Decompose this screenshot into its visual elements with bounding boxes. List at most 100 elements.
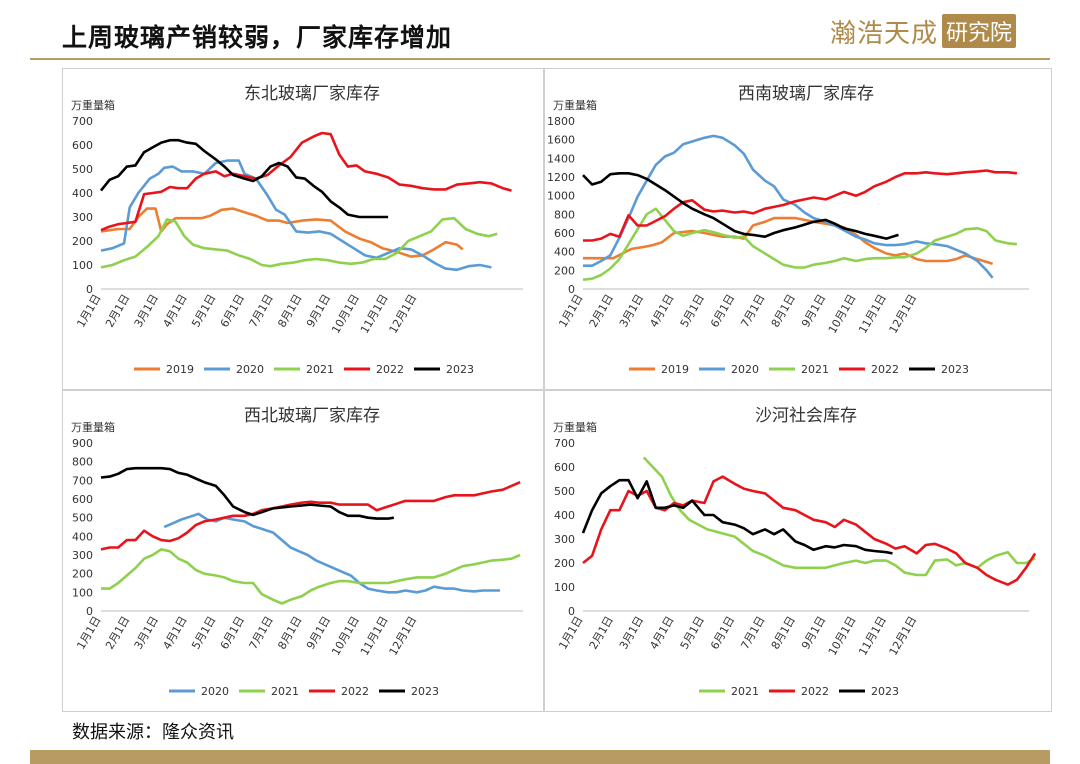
series-line-2021 xyxy=(642,456,1036,577)
y-tick-label: 700 xyxy=(554,437,575,450)
x-tick-label: 1月1日 xyxy=(74,614,103,652)
x-tick-label: 3月1日 xyxy=(132,292,161,330)
y-tick-label: 400 xyxy=(72,530,93,543)
x-tick-label: 12月1日 xyxy=(387,614,420,658)
x-tick-label: 5月1日 xyxy=(189,292,218,330)
x-tick-label: 8月1日 xyxy=(769,292,798,330)
legend-label-2021: 2021 xyxy=(731,685,759,698)
x-tick-label: 4月1日 xyxy=(647,292,676,330)
legend-label-2022: 2022 xyxy=(376,363,404,376)
y-tick-label: 600 xyxy=(554,461,575,474)
x-tick-label: 6月1日 xyxy=(218,614,247,652)
y-tick-label: 200 xyxy=(554,557,575,570)
y-tick-label: 0 xyxy=(568,283,575,296)
series-line-2019 xyxy=(583,216,993,266)
legend-label-2022: 2022 xyxy=(341,685,369,698)
y-unit-label: 万重量箱 xyxy=(71,98,115,112)
y-unit-label: 万重量箱 xyxy=(71,420,115,434)
y-tick-label: 600 xyxy=(554,227,575,240)
legend-label-2023: 2023 xyxy=(871,685,899,698)
x-tick-label: 4月1日 xyxy=(647,614,676,652)
series-line-2020 xyxy=(100,159,492,272)
y-tick-label: 300 xyxy=(72,549,93,562)
y-tick-label: 100 xyxy=(72,586,93,599)
y-tick-label: 200 xyxy=(72,568,93,581)
y-tick-label: 500 xyxy=(72,512,93,525)
footer-bar xyxy=(30,750,1050,764)
legend-label-2023: 2023 xyxy=(941,363,969,376)
page-title: 上周玻璃产销较弱，厂家库存增加 xyxy=(62,23,453,52)
x-tick-label: 6月1日 xyxy=(218,292,247,330)
legend-label-2021: 2021 xyxy=(306,363,334,376)
x-tick-label: 12月1日 xyxy=(887,292,920,336)
y-tick-label: 100 xyxy=(554,581,575,594)
chart-panel-shahe: 沙河社会库存 万重量箱 0 100 200 300 400 500 600 700 1月1日 2月1日… xyxy=(544,390,1052,712)
x-tick-label: 7月1日 xyxy=(738,292,767,330)
x-tick-label: 1月1日 xyxy=(74,292,103,330)
x-tick-label: 9月1日 xyxy=(304,614,333,652)
y-tick-label: 1800 xyxy=(547,115,575,128)
y-unit-label: 万重量箱 xyxy=(553,420,597,434)
chart-panel-southwest: 西南玻璃厂家库存 万重量箱 0 200 400 600 800 1000 1200 1400 160… xyxy=(544,68,1052,390)
chart-panel-northeast: 东北玻璃厂家库存 万重量箱 0 100 200 300 400 500 600 700 1月1日 2月… xyxy=(62,68,544,390)
y-tick-label: 1400 xyxy=(547,152,575,165)
legend-label-2020: 2020 xyxy=(731,363,759,376)
legend-label-2023: 2023 xyxy=(446,363,474,376)
x-tick-label: 3月1日 xyxy=(617,292,646,330)
y-tick-label: 700 xyxy=(72,115,93,128)
chart-title: 沙河社会库存 xyxy=(755,406,857,426)
y-tick-label: 1200 xyxy=(547,171,575,184)
x-tick-label: 6月1日 xyxy=(708,614,737,652)
x-tick-label: 6月1日 xyxy=(708,292,737,330)
y-tick-label: 800 xyxy=(554,208,575,221)
x-tick-label: 7月1日 xyxy=(247,614,276,652)
y-tick-label: 700 xyxy=(72,474,93,487)
header-divider xyxy=(30,58,1050,60)
x-tick-label: 8月1日 xyxy=(275,292,304,330)
series-line-2021 xyxy=(582,207,1018,281)
y-tick-label: 400 xyxy=(554,509,575,522)
x-tick-label: 9月1日 xyxy=(304,292,333,330)
y-tick-label: 600 xyxy=(72,493,93,506)
chart-title: 东北玻璃厂家库存 xyxy=(244,84,380,104)
x-tick-label: 3月1日 xyxy=(617,614,646,652)
x-tick-label: 10月1日 xyxy=(826,614,859,658)
series-line-2023 xyxy=(581,478,893,555)
y-tick-label: 400 xyxy=(72,187,93,200)
legend-label-2019: 2019 xyxy=(166,363,194,376)
y-tick-label: 600 xyxy=(72,139,93,152)
x-tick-label: 9月1日 xyxy=(799,292,828,330)
x-tick-label: 3月1日 xyxy=(132,614,161,652)
y-tick-label: 1000 xyxy=(547,190,575,203)
x-tick-label: 4月1日 xyxy=(160,614,189,652)
series-line-2021 xyxy=(101,548,521,605)
x-tick-label: 5月1日 xyxy=(678,292,707,330)
y-tick-label: 400 xyxy=(554,246,575,259)
series-line-2020 xyxy=(163,512,500,594)
x-tick-label: 2月1日 xyxy=(103,614,132,652)
y-tick-label: 800 xyxy=(72,456,93,469)
y-tick-label: 200 xyxy=(72,235,93,248)
legend-label-2022: 2022 xyxy=(871,363,899,376)
legend-label-2021: 2021 xyxy=(801,363,829,376)
x-tick-label: 11月1日 xyxy=(856,292,889,336)
y-tick-label: 500 xyxy=(554,485,575,498)
y-tick-label: 900 xyxy=(72,437,93,450)
series-line-2022 xyxy=(100,131,512,232)
company-logo: 瀚浩天成 研究院 xyxy=(830,12,1017,50)
series-line-2023 xyxy=(100,466,395,520)
x-tick-label: 8月1日 xyxy=(769,614,798,652)
x-tick-label: 1月1日 xyxy=(556,614,585,652)
series-line-2020 xyxy=(583,134,994,279)
y-tick-label: 0 xyxy=(86,605,93,618)
logo-text: 瀚浩天成 xyxy=(830,18,939,49)
x-tick-label: 4月1日 xyxy=(160,292,189,330)
x-tick-label: 2月1日 xyxy=(587,292,616,330)
x-tick-label: 11月1日 xyxy=(856,614,889,658)
legend-label-2023: 2023 xyxy=(411,685,439,698)
y-tick-label: 1600 xyxy=(547,134,575,147)
chart-title: 西南玻璃厂家库存 xyxy=(738,84,874,104)
